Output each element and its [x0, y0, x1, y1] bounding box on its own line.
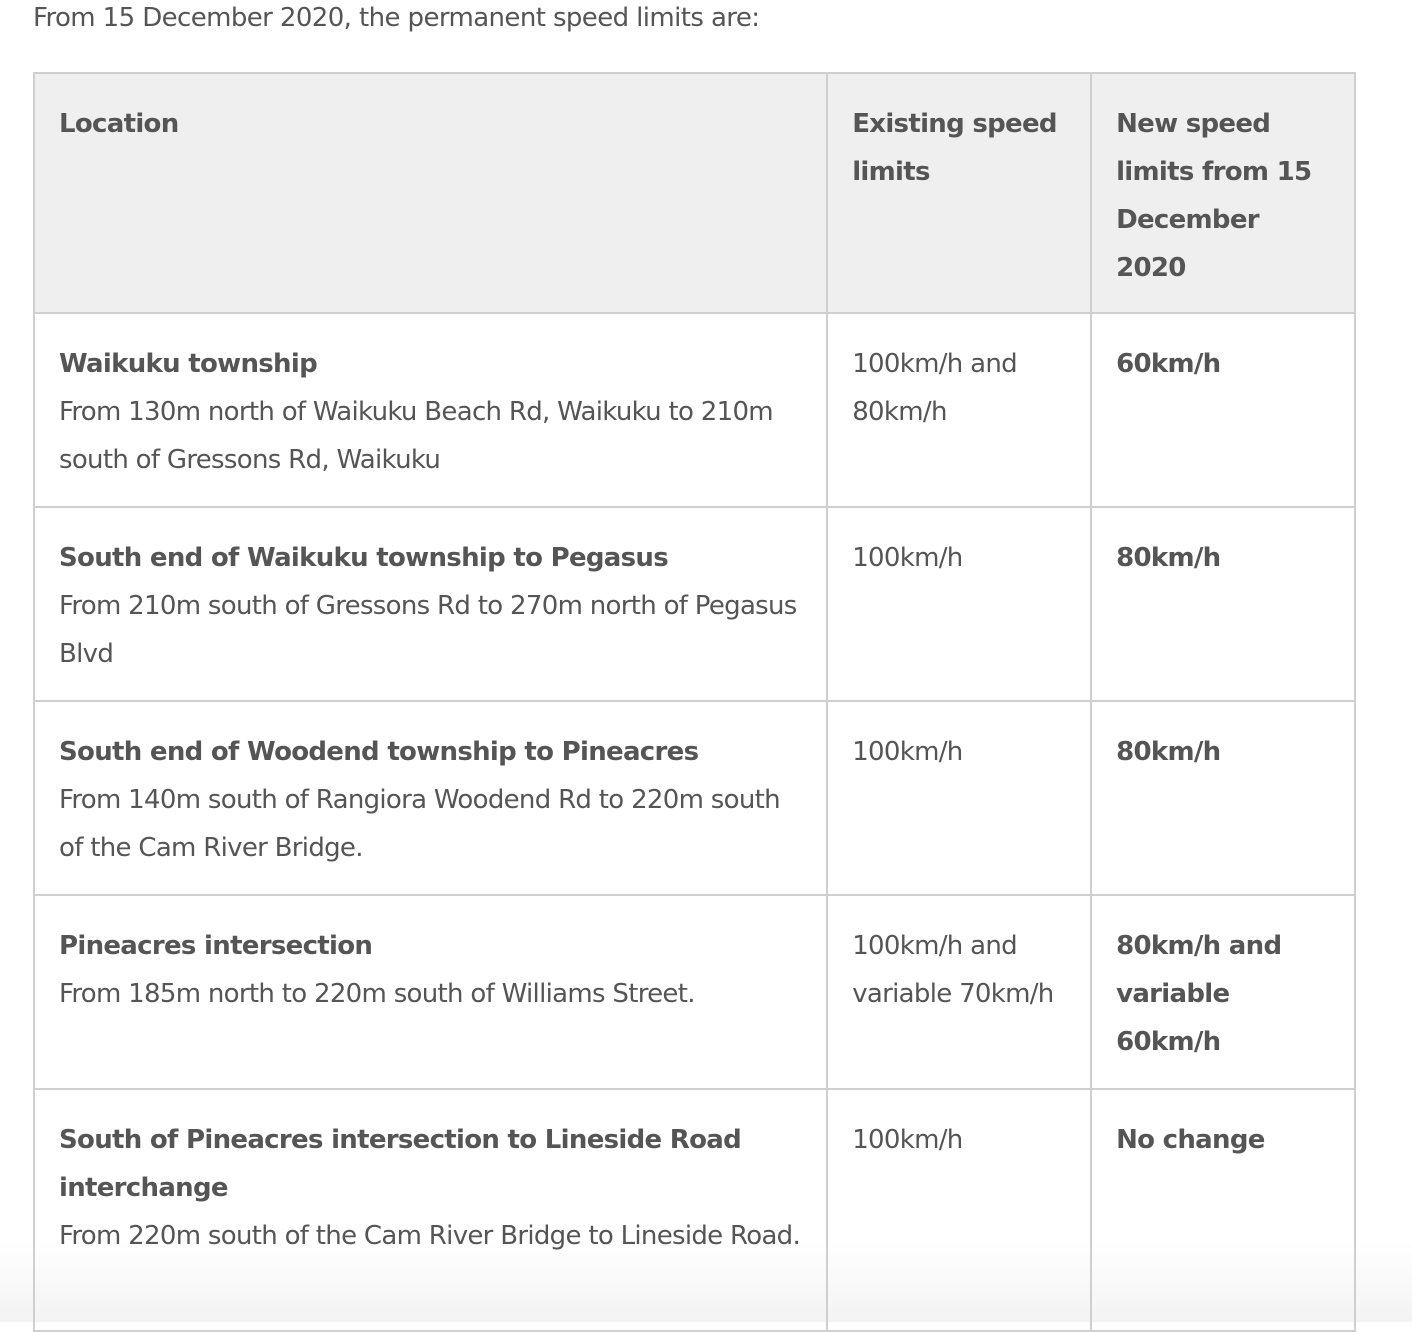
table-row: South end of Waikuku township to Pegasus…: [32, 506, 1356, 702]
location-cell: Pineacres intersection From 185m north to…: [32, 894, 829, 1090]
existing-limit-cell: 100km/h and variable 70km/h: [826, 894, 1093, 1090]
location-description: From 140m south of Rangiora Woodend Rd t…: [59, 785, 781, 863]
new-limit: 80km/h and variable 60km/h: [1116, 931, 1282, 1057]
existing-limit-cell: 100km/h: [826, 1088, 1093, 1332]
location-description: From 220m south of the Cam River Bridge …: [59, 1221, 801, 1251]
table-row: South of Pineacres intersection to Lines…: [32, 1088, 1356, 1332]
new-limit-cell: No change: [1090, 1088, 1356, 1332]
speed-limits-table: Location Existing speed limits New speed…: [32, 72, 1356, 1332]
table-row: Waikuku township From 130m north of Waiku…: [32, 312, 1356, 508]
existing-limit-cell: 100km/h and 80km/h: [826, 312, 1093, 508]
new-limit-cell: 80km/h: [1090, 506, 1356, 702]
new-limit: 60km/h: [1116, 349, 1221, 379]
table-row: Pineacres intersection From 185m north to…: [32, 894, 1356, 1090]
new-limit: No change: [1116, 1125, 1265, 1155]
location-title: Pineacres intersection: [59, 931, 373, 961]
table-row: South end of Woodend township to Pineacr…: [32, 700, 1356, 896]
location-title: Waikuku township: [59, 349, 318, 379]
intro-text: From 15 December 2020, the permanent spe…: [33, 3, 760, 33]
new-limit-cell: 80km/h and variable 60km/h: [1090, 894, 1356, 1090]
existing-limit-cell: 100km/h: [826, 506, 1093, 702]
header-existing: Existing speed limits: [826, 72, 1093, 314]
location-description: From 210m south of Gressons Rd to 270m n…: [59, 591, 797, 669]
new-limit: 80km/h: [1116, 737, 1221, 767]
existing-limit-cell: 100km/h: [826, 700, 1093, 896]
location-title: South end of Woodend township to Pineacr…: [59, 737, 699, 767]
table-header-row: Location Existing speed limits New speed…: [32, 72, 1356, 314]
new-limit-cell: 80km/h: [1090, 700, 1356, 896]
location-cell: South end of Waikuku township to Pegasus…: [32, 506, 829, 702]
location-cell: South end of Woodend township to Pineacr…: [32, 700, 829, 896]
location-title: South of Pineacres intersection to Lines…: [59, 1125, 742, 1203]
location-title: South end of Waikuku township to Pegasus: [59, 543, 669, 573]
header-location: Location: [32, 72, 829, 314]
location-description: From 185m north to 220m south of William…: [59, 979, 695, 1009]
location-cell: South of Pineacres intersection to Lines…: [32, 1088, 829, 1332]
header-new: New speed limits from 15 December 2020: [1090, 72, 1356, 314]
location-cell: Waikuku township From 130m north of Waiku…: [32, 312, 829, 508]
new-limit-cell: 60km/h: [1090, 312, 1356, 508]
location-description: From 130m north of Waikuku Beach Rd, Wai…: [59, 397, 774, 475]
new-limit: 80km/h: [1116, 543, 1221, 573]
